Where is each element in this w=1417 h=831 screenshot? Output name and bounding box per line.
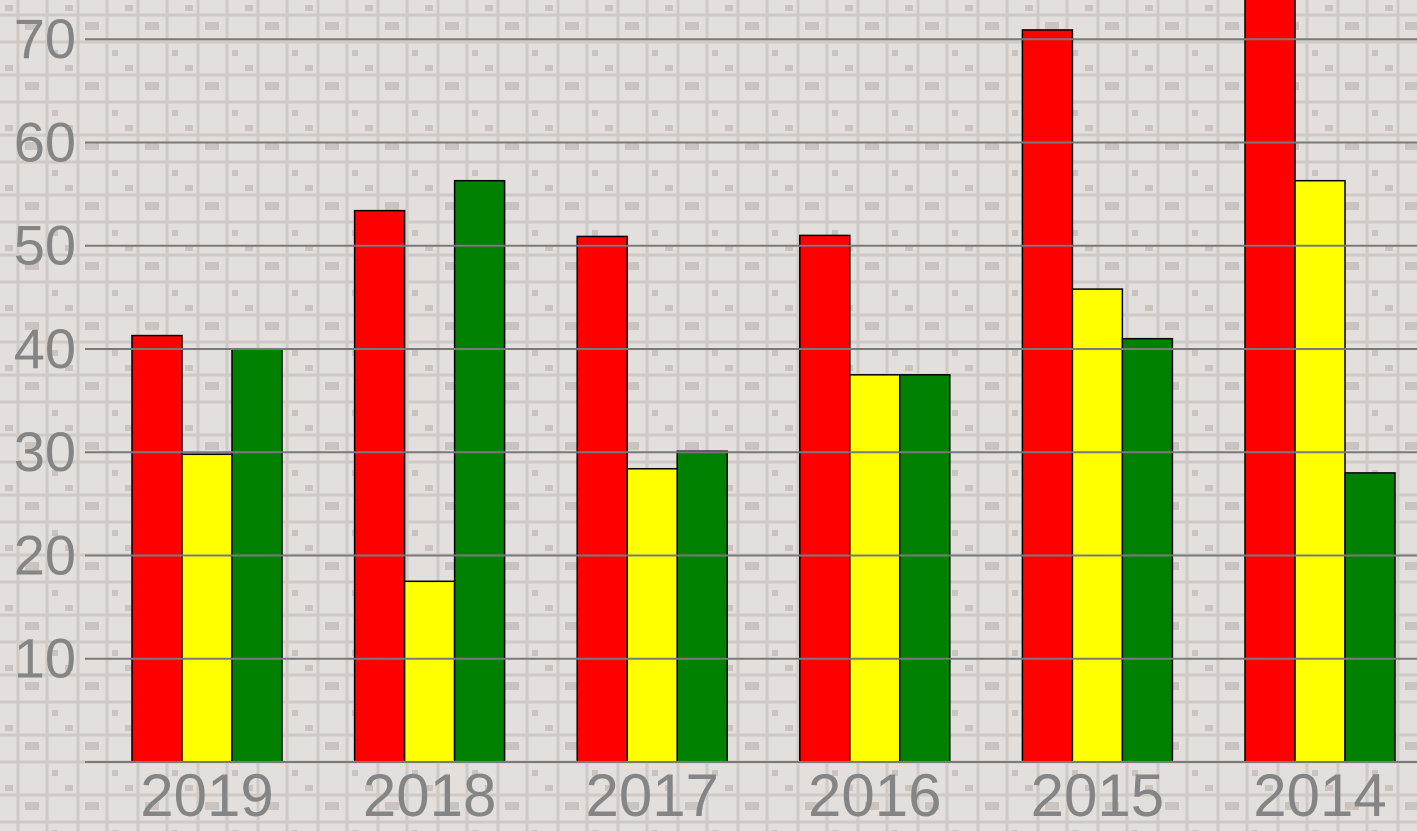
bar: [131, 334, 183, 763]
x-tick-label: 2017: [585, 762, 718, 829]
bar: [1121, 337, 1174, 763]
bar: [453, 179, 506, 763]
bar: [181, 453, 233, 763]
x-tick-label: 2018: [363, 762, 496, 829]
bar: [1071, 288, 1124, 763]
bar: [799, 234, 851, 763]
plot: [131, 0, 1396, 763]
bar: [576, 235, 628, 763]
y-tick-label: 60: [14, 110, 76, 173]
x-tick-label: 2016: [808, 762, 941, 829]
x-tick-label: 2019: [140, 762, 273, 829]
bar: [1344, 472, 1396, 763]
y-tick-label: 30: [14, 420, 76, 483]
bar: [899, 374, 951, 763]
bar: [1244, 0, 1296, 763]
bar: [403, 580, 456, 763]
bar: [353, 209, 406, 763]
y-tick-label: 50: [14, 214, 76, 277]
bar: [626, 468, 678, 763]
bar: [1294, 179, 1346, 763]
bar: [849, 374, 901, 763]
y-tick-label: 40: [14, 317, 76, 380]
x-tick-label: 2014: [1253, 762, 1386, 829]
y-tick-label: 20: [14, 523, 76, 586]
bar: [1021, 29, 1074, 763]
x-tick-label: 2015: [1031, 762, 1164, 829]
y-tick-label: 10: [14, 627, 76, 690]
y-tick-label: 70: [14, 7, 76, 70]
bar: [676, 450, 728, 763]
